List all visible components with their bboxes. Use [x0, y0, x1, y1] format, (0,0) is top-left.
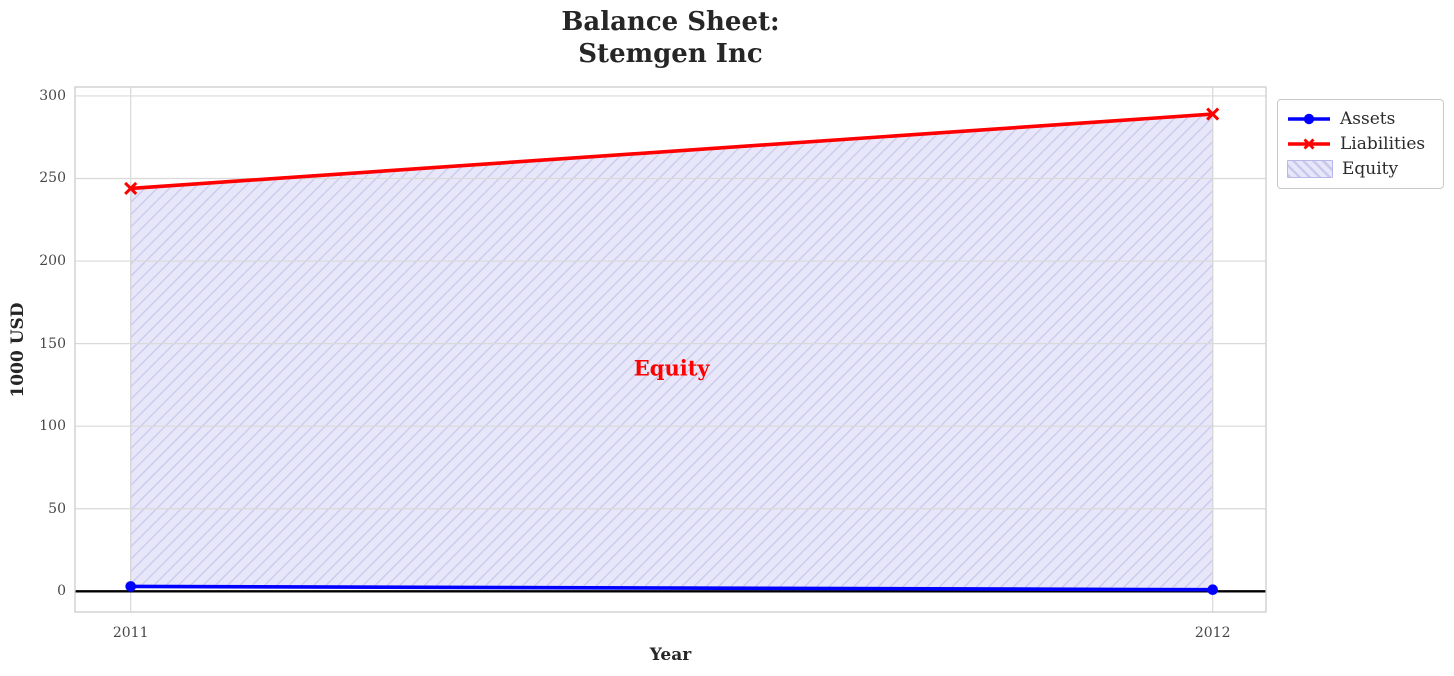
- x-tick-label: 2012: [1194, 625, 1231, 641]
- data-series: [124, 107, 1220, 596]
- y-tick-label: 50: [48, 500, 66, 517]
- legend: Assets Liabilities Equity: [1277, 99, 1444, 189]
- y-tick-label: 150: [39, 335, 66, 352]
- legend-item-liabilities: Liabilities: [1287, 134, 1431, 154]
- y-tick-label: 0: [57, 583, 66, 600]
- assets-line-icon: [1288, 113, 1330, 125]
- y-tick-label: 300: [39, 87, 66, 104]
- liabilities-line: [130, 112, 1213, 191]
- legend-item-equity: Equity: [1287, 159, 1431, 179]
- legend-label-equity: Equity: [1342, 159, 1399, 179]
- x-tick-label: 2011: [112, 625, 149, 641]
- axes-spines: [74, 86, 1267, 613]
- x-axis-label: Year: [649, 645, 692, 665]
- liabilities-point: [1206, 107, 1220, 121]
- equity-area: [130, 113, 1214, 591]
- assets-line: [130, 584, 1213, 592]
- y-tick-label: 200: [39, 253, 66, 270]
- legend-item-assets: Assets: [1287, 109, 1431, 129]
- y-tick-label: 100: [39, 418, 66, 435]
- legend-label-assets: Assets: [1340, 109, 1396, 129]
- chart-title: Balance Sheet: Stemgen Inc: [561, 7, 780, 69]
- liabilities-line-icon: [1288, 138, 1330, 150]
- equity-fill-region: [130, 113, 1214, 591]
- assets-point: [125, 581, 136, 592]
- y-axis-label: 1000 USD: [8, 302, 28, 398]
- equity-patch-icon: [1287, 160, 1333, 178]
- assets-point: [1207, 584, 1218, 596]
- equity-annotation: Equity: [633, 355, 710, 381]
- plot-border: [74, 86, 1267, 613]
- liabilities-point: [124, 181, 138, 195]
- legend-label-liabilities: Liabilities: [1340, 134, 1426, 154]
- y-tick-label: 250: [39, 170, 66, 187]
